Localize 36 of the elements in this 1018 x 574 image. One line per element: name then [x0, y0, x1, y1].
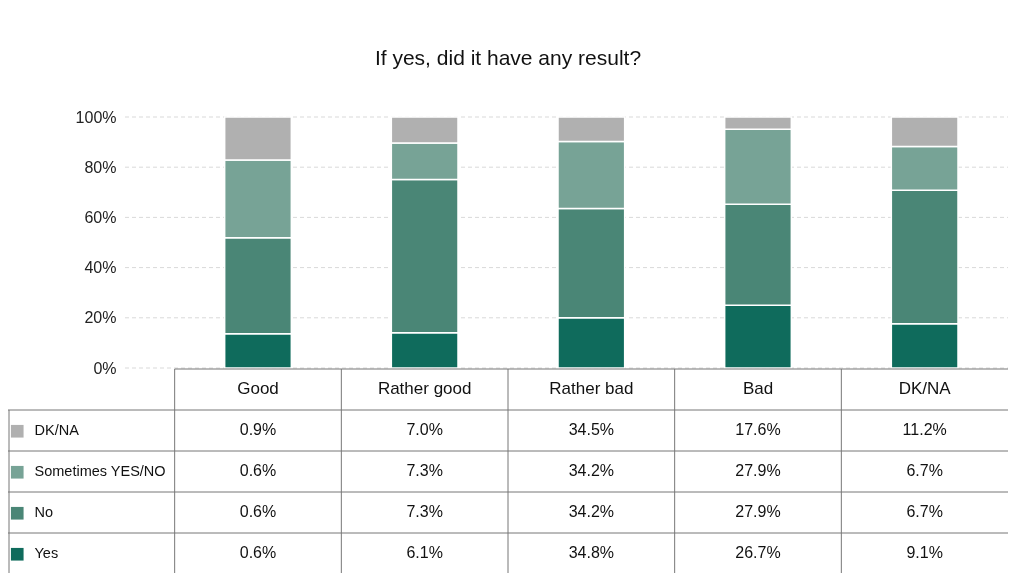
text: 26.7%	[735, 543, 781, 561]
text: 9.1%	[906, 543, 943, 561]
x-tick-label: Rather bad	[549, 378, 634, 398]
text: 34.2%	[568, 502, 615, 520]
text: 34.2%	[568, 461, 615, 479]
y-tick-label: 60%	[84, 208, 117, 226]
text: 17.6%	[735, 420, 781, 438]
x-tick-label: Bad	[742, 378, 774, 398]
text: 34.8%	[568, 543, 615, 561]
y-tick-label: 20%	[84, 309, 117, 327]
y-tick-label: 100%	[75, 108, 117, 126]
text: 0.6%	[239, 502, 277, 520]
x-tick-label: DK/NA	[898, 378, 952, 398]
legend-label: Yes	[34, 545, 59, 562]
text: 6.7%	[906, 502, 943, 520]
text: 0.6%	[239, 543, 277, 561]
text: 6.7%	[906, 461, 943, 479]
legend-label: Sometimes YES/NO	[34, 463, 166, 480]
x-tick-label: Good	[237, 378, 279, 398]
text: 0.6%	[239, 461, 277, 479]
chart-title: If yes, did it have any result?	[374, 46, 642, 69]
y-tick-label: 0%	[93, 359, 117, 377]
text: 6.1%	[406, 543, 443, 561]
y-tick-label: 80%	[84, 158, 117, 176]
legend-label: DK/NA	[34, 422, 80, 439]
text: 0.9%	[239, 420, 277, 438]
text: 7.3%	[406, 502, 443, 520]
text: 27.9%	[735, 502, 781, 520]
legend-label: No	[34, 504, 54, 521]
text: 11.2%	[902, 420, 947, 438]
text: 27.9%	[735, 461, 781, 479]
x-tick-label: Rather good	[377, 378, 472, 398]
y-tick-label: 40%	[84, 259, 117, 277]
text: 34.5%	[568, 420, 615, 438]
text: 7.0%	[406, 420, 443, 438]
text: 7.3%	[406, 461, 443, 479]
